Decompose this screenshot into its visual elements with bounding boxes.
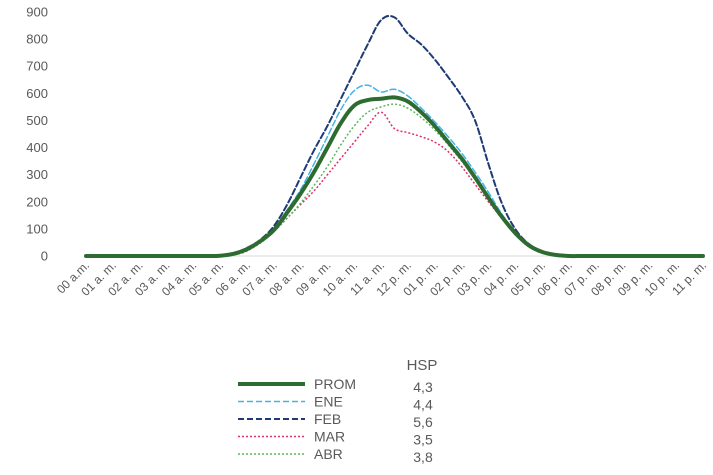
y-tick-label: 900	[26, 5, 48, 20]
series-line-feb	[85, 14, 704, 258]
legend-label-mar: MAR	[314, 429, 345, 445]
x-axis: 00 a.m.01 a. m.02 a. m.03 a. m.04 a. m.0…	[54, 255, 709, 299]
y-tick-label: 0	[41, 249, 48, 264]
series-line-prom	[84, 95, 705, 259]
y-tick-label: 100	[26, 221, 48, 236]
series-lines	[84, 14, 705, 259]
y-tick-label: 800	[26, 32, 48, 47]
y-tick-label: 400	[26, 140, 48, 155]
y-tick-label: 600	[26, 86, 48, 101]
y-tick-label: 700	[26, 59, 48, 74]
legend-header: HSP	[407, 357, 438, 374]
legend-label-prom: PROM	[314, 376, 356, 392]
legend-label-feb: FEB	[314, 411, 341, 427]
series-line-ene	[85, 84, 704, 257]
legend-hsp-feb: 5,6	[413, 414, 433, 430]
y-tick-label: 300	[26, 167, 48, 182]
legend-hsp-ene: 4,4	[413, 397, 433, 413]
y-axis: 0 100 200 300 400 500 600 700 800 900	[26, 5, 48, 264]
legend-hsp-mar: 3,5	[413, 432, 433, 448]
legend-hsp-prom: 4,3	[413, 379, 433, 395]
legend-label-abr: ABR	[314, 446, 343, 462]
series-line-abr	[85, 103, 703, 257]
legend-label-ene: ENE	[314, 394, 343, 410]
legend: HSP PROM 4,3 ENE 4,4 FEB 5,6 MAR 3,5 ABR 3,8	[238, 357, 437, 465]
y-tick-label: 500	[26, 113, 48, 128]
legend-hsp-abr: 3,8	[413, 449, 433, 465]
y-tick-label: 200	[26, 194, 48, 209]
series-line-mar	[85, 111, 703, 257]
